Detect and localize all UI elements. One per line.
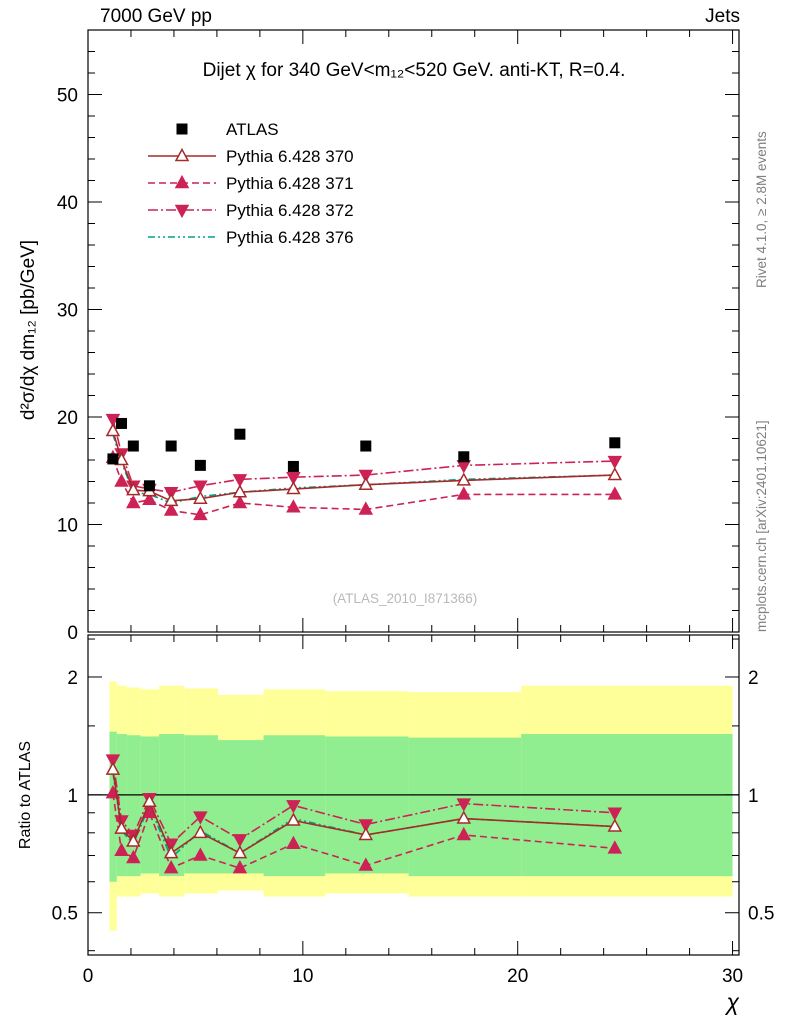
svg-text:2: 2: [748, 668, 759, 689]
main-plot-title: Dijet χ for 340 GeV<m₁₂<520 GeV. anti-KT…: [203, 60, 626, 81]
svg-text:40: 40: [57, 193, 78, 214]
ratio-series-Pythia-6-428-372: [105, 754, 623, 852]
legend-label: Pythia 6.428 371: [226, 174, 354, 193]
svg-text:30: 30: [57, 301, 78, 322]
svg-text:1: 1: [748, 786, 759, 807]
legend-label: ATLAS: [226, 120, 279, 139]
mcplots-reference-label: mcplots.cern.ch [arXiv:2401.10621]: [754, 420, 769, 632]
svg-text:50: 50: [57, 86, 78, 107]
svg-text:10: 10: [57, 516, 78, 537]
legend-label: Pythia 6.428 372: [226, 201, 354, 220]
svg-text:1: 1: [67, 786, 78, 807]
ratio-uncertainty-bands: [109, 681, 733, 931]
y-axis-label-main: d²σ/dχ dm₁₂ [pb/GeV]: [18, 240, 39, 420]
main-series-ATLAS: [107, 417, 621, 492]
svg-text:20: 20: [57, 408, 78, 429]
svg-text:20: 20: [507, 966, 528, 987]
panel-frames: [87, 29, 740, 956]
header-right-label: Jets: [705, 6, 740, 27]
legend-label: Pythia 6.428 370: [226, 147, 354, 166]
y-axis-label-ratio: Ratio to ATLAS: [17, 741, 34, 849]
axes-ticks: [88, 30, 739, 955]
svg-text:2: 2: [67, 668, 78, 689]
svg-text:0.5: 0.5: [52, 904, 78, 925]
svg-text:0: 0: [83, 966, 94, 987]
svg-text:0.5: 0.5: [748, 904, 774, 925]
header-left-label: 7000 GeV pp: [100, 6, 212, 27]
x-axis-label: χ: [724, 989, 739, 1015]
ratio-series-Pythia-6-428-370: [105, 761, 623, 859]
svg-text:10: 10: [292, 966, 313, 987]
rivet-version-label: Rivet 4.1.0, ≥ 2.8M events: [754, 131, 769, 288]
legend-label: Pythia 6.428 376: [226, 228, 354, 247]
svg-text:30: 30: [722, 966, 743, 987]
svg-text:0: 0: [67, 623, 78, 644]
main-series-Pythia-6-428-370: [105, 422, 623, 507]
legend: ATLAS Pythia 6.428 370 Pythia 6.428 371 Pyt…: [148, 120, 354, 247]
ratio-series-Pythia-6-428-371: [105, 785, 623, 874]
watermark-analysis-id: (ATLAS_2010_I871366): [333, 591, 478, 606]
